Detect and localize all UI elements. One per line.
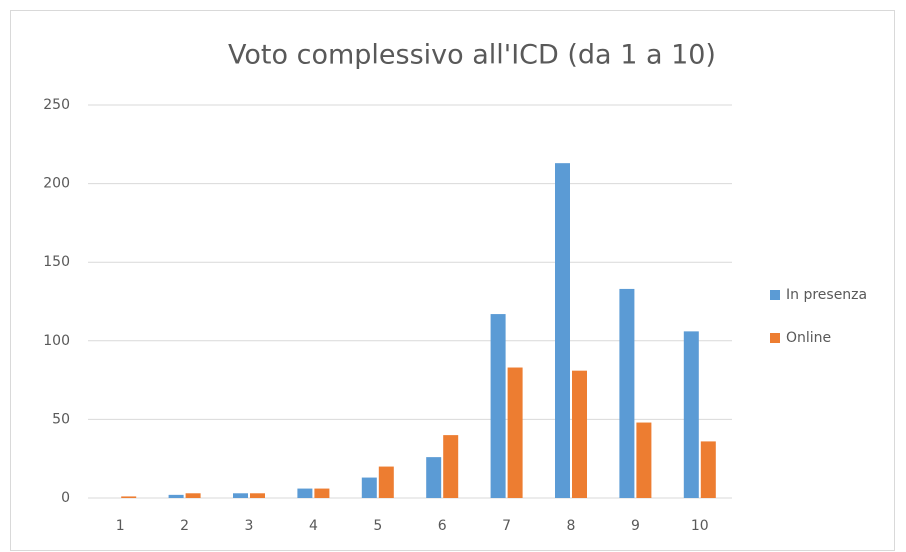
- bar: [297, 488, 313, 498]
- x-tick-label: 7: [502, 518, 511, 534]
- y-tick-label: 150: [43, 254, 70, 270]
- bar: [233, 493, 248, 498]
- bar: [507, 367, 523, 498]
- bar: [185, 493, 201, 498]
- legend-label: Online: [786, 330, 831, 346]
- bar: [168, 494, 184, 498]
- bar: [361, 477, 377, 498]
- bar: [490, 314, 506, 498]
- x-tick-label: 1: [116, 518, 125, 534]
- legend-label: In presenza: [786, 287, 867, 303]
- bar: [619, 288, 635, 498]
- legend-swatch: [770, 290, 780, 300]
- chart-title: Voto complessivo all'ICD (da 1 a 10): [228, 40, 716, 71]
- x-tick-label: 10: [691, 518, 709, 534]
- y-tick-label: 250: [43, 97, 70, 113]
- x-tick-label: 9: [631, 518, 640, 534]
- bar: [250, 493, 265, 498]
- y-tick-label: 0: [61, 490, 70, 506]
- x-tick-label: 8: [567, 518, 576, 534]
- bar: [683, 331, 699, 498]
- legend-swatch: [770, 333, 780, 343]
- x-tick-label: 3: [245, 518, 254, 534]
- bar: [572, 370, 587, 498]
- bar: [378, 466, 394, 498]
- bar: [636, 422, 652, 498]
- x-tick-label: 2: [180, 518, 189, 534]
- y-tick-label: 200: [43, 176, 70, 192]
- bar: [443, 435, 459, 498]
- bar: [314, 488, 330, 498]
- bar: [426, 457, 442, 498]
- bar: [555, 163, 570, 498]
- y-tick-label: 100: [43, 333, 70, 349]
- bar: [121, 496, 137, 498]
- x-tick-label: 6: [438, 518, 447, 534]
- bar: [700, 441, 716, 498]
- x-tick-label: 4: [309, 518, 318, 534]
- y-tick-label: 50: [52, 411, 70, 427]
- x-tick-label: 5: [373, 518, 382, 534]
